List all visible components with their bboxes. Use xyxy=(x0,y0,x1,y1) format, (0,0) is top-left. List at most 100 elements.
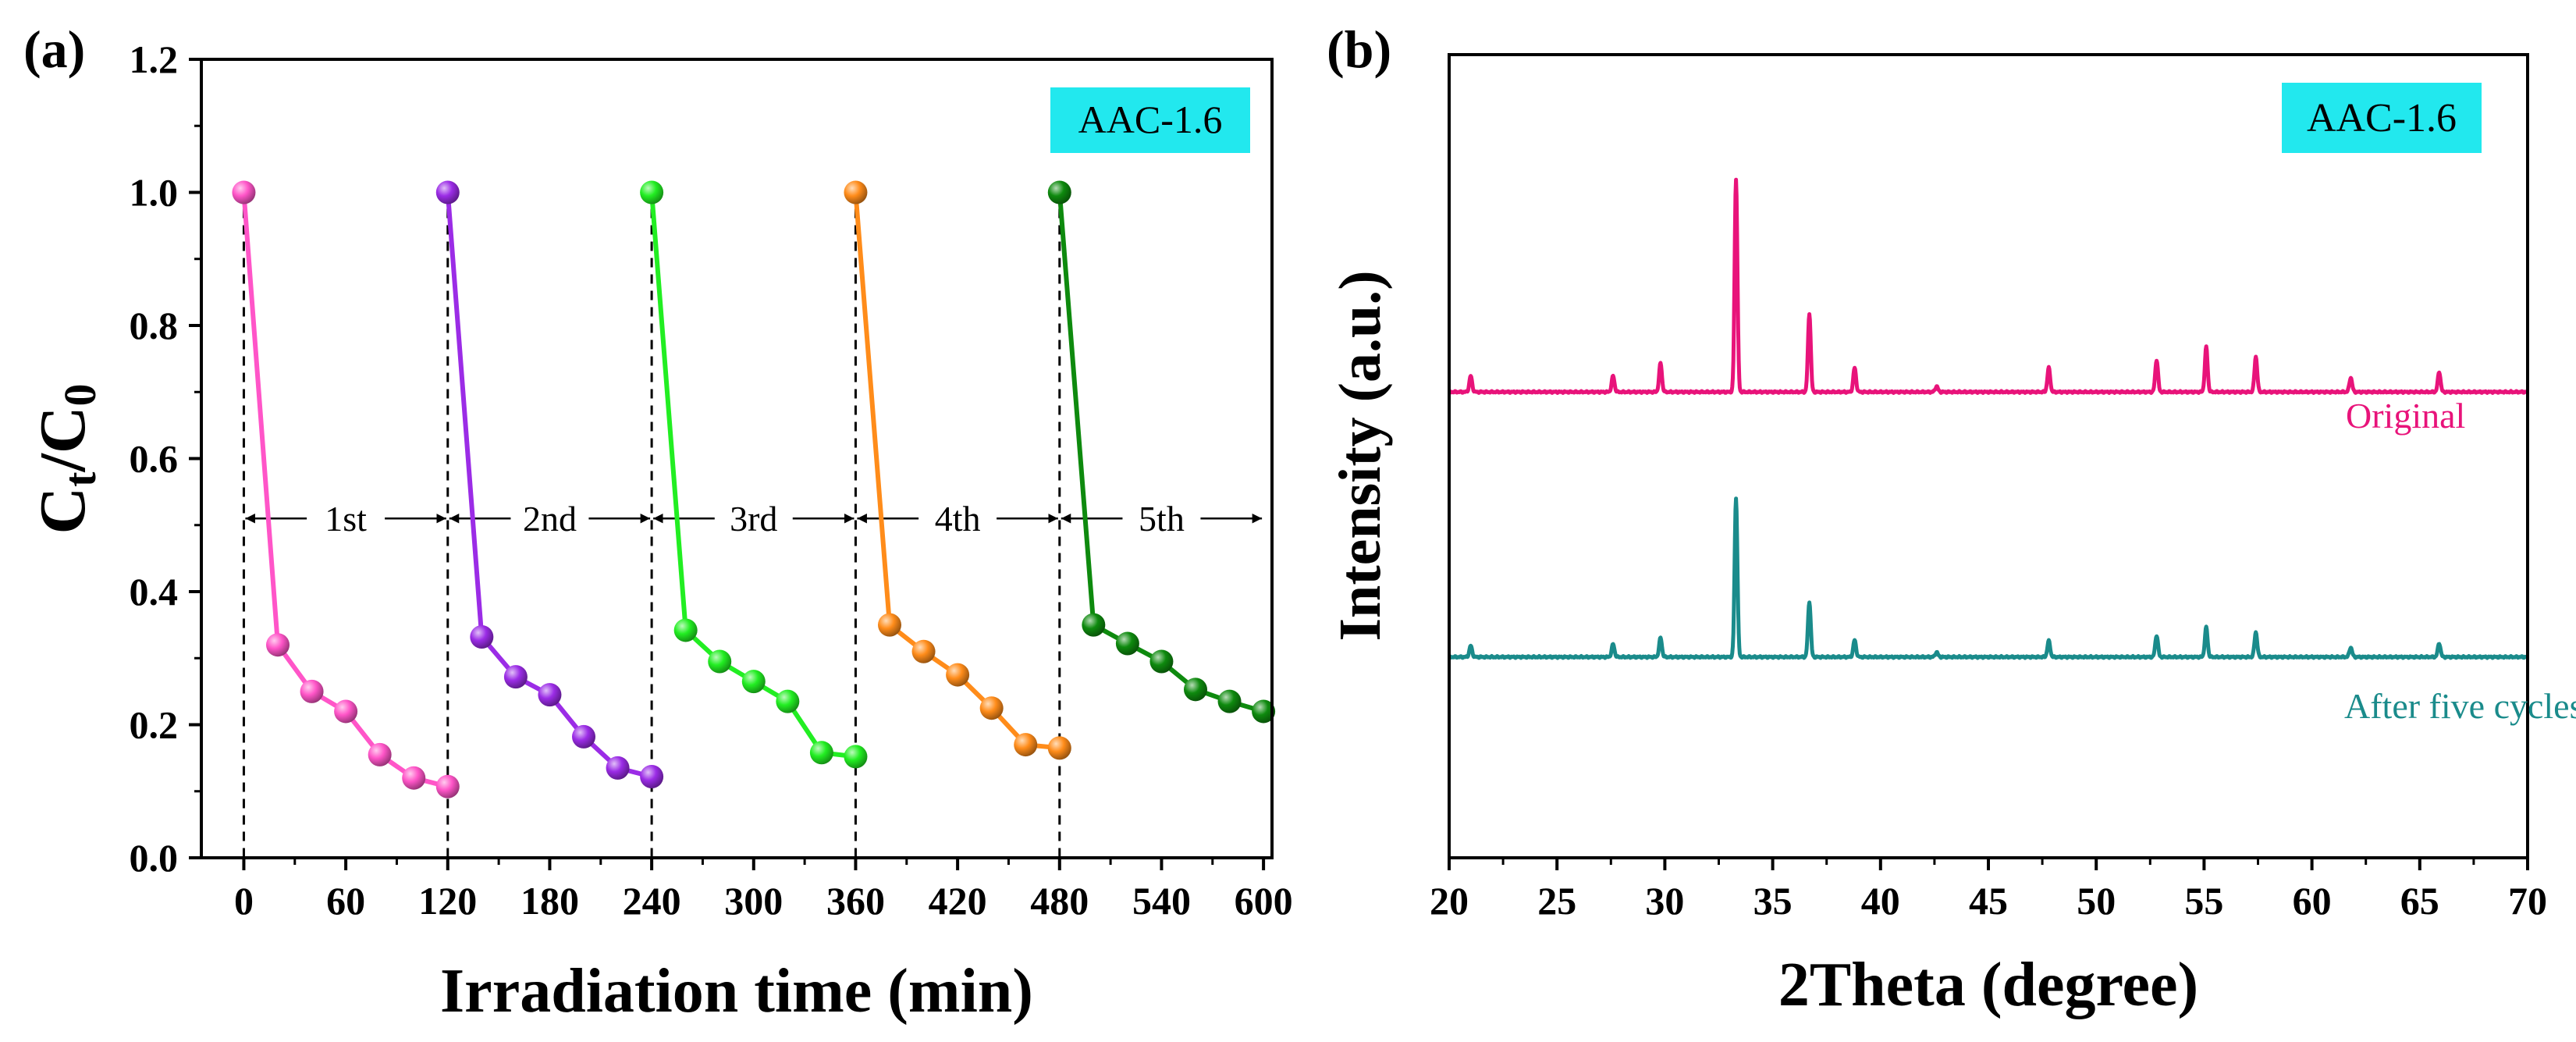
x-tick-label: 45 xyxy=(1969,879,2008,923)
cycle-label: 2nd xyxy=(523,499,577,539)
data-point xyxy=(300,679,324,703)
x-tick-label: 540 xyxy=(1132,879,1191,923)
data-point xyxy=(435,774,460,798)
cycle-label: 1st xyxy=(325,499,367,539)
panel-b-plot-frame xyxy=(1448,53,2529,859)
x-tick-label: 55 xyxy=(2184,879,2223,923)
x-tick-label: 300 xyxy=(724,879,783,923)
panel-a-y-axis-title: Ct/C0 xyxy=(27,384,105,535)
data-point xyxy=(844,180,868,204)
x-tick-label: 25 xyxy=(1537,879,1576,923)
x-tick-label: 40 xyxy=(1861,879,1900,923)
y-tick-label: 0.4 xyxy=(130,570,179,613)
data-point xyxy=(470,624,494,649)
data-point xyxy=(538,683,562,707)
y-title-c: C xyxy=(27,487,99,535)
panel-b-axes: 20 25 30 35 40 45 50 55 60 65 70 xyxy=(1430,858,2547,923)
data-point xyxy=(368,742,392,766)
panel-b-y-axis-title: Intensity (a.u.) xyxy=(1327,270,1393,641)
x-tick-label: 60 xyxy=(2293,879,2332,923)
x-tick-label: 50 xyxy=(2077,879,2116,923)
data-point xyxy=(844,745,868,769)
series-5th xyxy=(1047,180,1276,724)
panel-b-label: (b) xyxy=(1327,20,1391,79)
panel-a-badge: AAC-1.6 xyxy=(1078,98,1223,141)
data-point xyxy=(402,766,426,790)
x-tick-label: 60 xyxy=(326,879,365,923)
panel-a: (a) 1st 2nd 3rd 4th 5th 0 60 120 180 240 300 360 42… xyxy=(23,20,1293,1026)
data-point xyxy=(232,180,256,204)
data-point xyxy=(673,618,698,642)
data-point xyxy=(741,670,766,694)
panel-a-series xyxy=(232,180,1276,798)
y-tick-label: 0.8 xyxy=(130,304,179,347)
y-title-sub-0: 0 xyxy=(55,384,105,407)
x-tick-label: 70 xyxy=(2508,879,2547,923)
data-point xyxy=(1252,699,1276,724)
x-tick-label: 30 xyxy=(1645,879,1684,923)
data-point xyxy=(809,741,833,765)
data-point xyxy=(572,724,595,749)
y-tick-label: 1.0 xyxy=(130,171,179,215)
x-tick-label: 420 xyxy=(929,879,987,923)
series-1st xyxy=(232,180,460,798)
y-tick-label: 0.2 xyxy=(130,703,179,747)
data-point xyxy=(640,180,664,204)
data-point xyxy=(435,180,460,204)
data-point xyxy=(878,613,901,637)
x-tick-label: 120 xyxy=(418,879,477,923)
xrd-pattern-after-five-cycles xyxy=(1448,496,2529,660)
x-tick-label: 180 xyxy=(521,879,579,923)
y-tick-label: 0.0 xyxy=(130,836,179,880)
x-tick-label: 0 xyxy=(234,879,254,923)
series-3rd xyxy=(640,180,868,769)
data-point xyxy=(1014,733,1038,757)
y-title-sub-t: t xyxy=(55,471,105,487)
data-point xyxy=(1217,689,1242,713)
cycle-label: 3rd xyxy=(730,499,777,539)
panel-b-x-axis-title: 2Theta (degree) xyxy=(1778,951,2198,1019)
data-point xyxy=(266,633,290,657)
series-label-original: Original xyxy=(2346,396,2465,436)
panel-b-series xyxy=(1448,177,2529,660)
data-point xyxy=(503,665,528,689)
cycle-label: 4th xyxy=(935,499,981,539)
x-tick-label: 65 xyxy=(2400,879,2439,923)
data-point xyxy=(1047,180,1071,204)
data-point xyxy=(776,689,800,713)
x-tick-label: 360 xyxy=(826,879,885,923)
panel-a-x-axis-title: Irradiation time (min) xyxy=(440,957,1033,1026)
x-tick-label: 600 xyxy=(1235,879,1293,923)
panel-a-axes: 0 60 120 180 240 300 360 420 480 540 600 0.0 0.2 0.4 0… xyxy=(130,37,1293,923)
xrd-trace xyxy=(1448,177,2529,395)
data-point xyxy=(1149,649,1174,674)
data-point xyxy=(1047,736,1071,760)
data-point xyxy=(606,756,630,780)
x-tick-label: 20 xyxy=(1430,879,1469,923)
data-point xyxy=(1184,677,1207,702)
data-point xyxy=(640,764,664,788)
y-title-slash-c: /C xyxy=(27,407,99,473)
series-2nd xyxy=(435,180,664,788)
xrd-trace xyxy=(1448,496,2529,660)
panel-b: (b) 20 25 30 35 40 45 50 55 60 65 70 AAC-1.6 Origi… xyxy=(1327,20,2576,1019)
series-line xyxy=(241,192,449,789)
series-label-after-five-cycles: After five cycles xyxy=(2344,686,2576,726)
panel-b-badge-bg xyxy=(2282,83,2482,153)
data-point xyxy=(1115,631,1139,656)
x-tick-label: 480 xyxy=(1030,879,1089,923)
panel-a-cycle-markers: 1st 2nd 3rd 4th 5th xyxy=(242,192,1263,858)
y-tick-label: 0.6 xyxy=(130,437,179,481)
data-point xyxy=(979,696,1004,720)
data-point xyxy=(911,639,936,663)
xrd-pattern-original xyxy=(1448,177,2529,395)
data-point xyxy=(708,649,732,674)
data-point xyxy=(1082,613,1106,637)
data-point xyxy=(946,663,970,687)
panel-a-label: (a) xyxy=(23,20,85,79)
cycle-label: 5th xyxy=(1139,499,1185,539)
panel-a-badge-bg xyxy=(1050,87,1250,153)
panel-b-badge: AAC-1.6 xyxy=(2307,96,2457,140)
x-tick-label: 240 xyxy=(623,879,681,923)
